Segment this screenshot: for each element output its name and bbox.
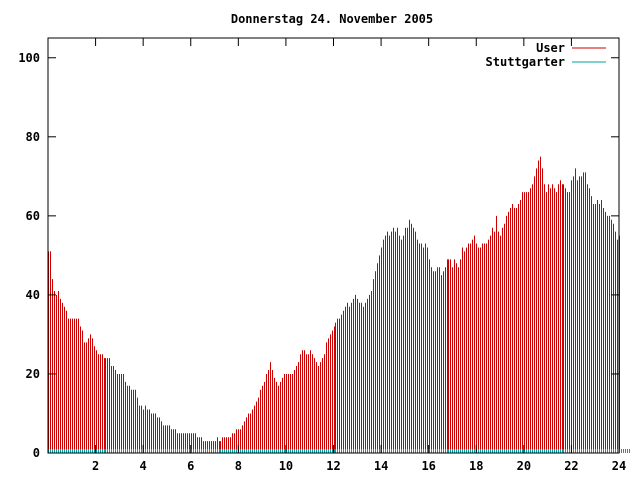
x-tick-label: 12 bbox=[326, 459, 340, 473]
legend: User Stuttgarter bbox=[486, 41, 606, 69]
x-tick-label: 20 bbox=[517, 459, 531, 473]
x-tick-label: 10 bbox=[279, 459, 293, 473]
y-tick-label: 20 bbox=[26, 367, 40, 381]
y-tick-label: 0 bbox=[33, 446, 40, 460]
x-tick-label: 16 bbox=[421, 459, 435, 473]
x-tick-label: 24 bbox=[612, 459, 626, 473]
x-tick-label: 22 bbox=[564, 459, 578, 473]
x-tick-label: 4 bbox=[140, 459, 147, 473]
x-tick-label: 14 bbox=[374, 459, 388, 473]
y-tick-label: 60 bbox=[26, 209, 40, 223]
y-tick-label: 100 bbox=[18, 51, 40, 65]
legend-label-user: User bbox=[536, 41, 565, 55]
x-tick-label: 8 bbox=[235, 459, 242, 473]
x-tick-label: 18 bbox=[469, 459, 483, 473]
chart-title: Donnerstag 24. November 2005 bbox=[231, 12, 433, 26]
bars-layer bbox=[48, 156, 630, 453]
plot-frame bbox=[47, 37, 620, 454]
legend-label-stuttgarter: Stuttgarter bbox=[486, 55, 565, 69]
x-tick-label: 2 bbox=[92, 459, 99, 473]
y-tick-label: 80 bbox=[26, 130, 40, 144]
y-tick-label: 40 bbox=[26, 288, 40, 302]
x-tick-label: 6 bbox=[187, 459, 194, 473]
